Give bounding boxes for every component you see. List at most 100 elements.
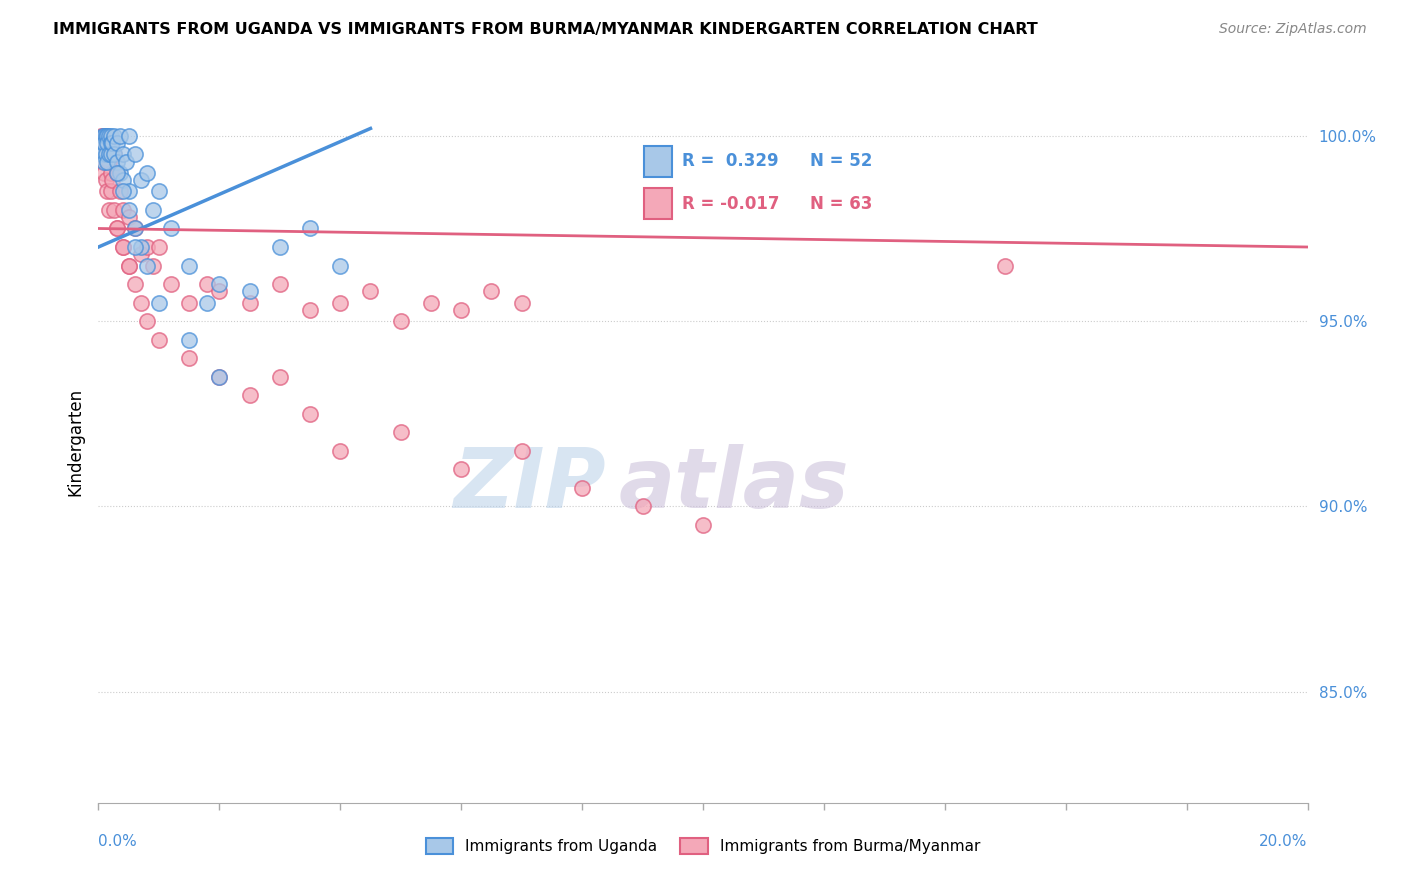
Text: R = -0.017: R = -0.017 — [682, 194, 780, 213]
Point — [114, 154, 136, 169]
Point — [239, 388, 262, 402]
Point — [105, 221, 128, 235]
Point — [100, 136, 122, 151]
Point — [103, 147, 125, 161]
FancyBboxPatch shape — [644, 146, 672, 177]
Point — [91, 154, 114, 169]
Point — [124, 221, 146, 235]
Point — [135, 240, 157, 254]
Point — [91, 147, 114, 161]
Point — [100, 166, 122, 180]
Point — [105, 154, 128, 169]
Point — [108, 166, 131, 180]
Point — [108, 185, 131, 199]
Point — [100, 147, 122, 161]
Point — [90, 128, 112, 143]
Point — [111, 240, 134, 254]
Point — [195, 295, 218, 310]
Point — [389, 314, 412, 328]
Point — [111, 185, 134, 199]
Point — [118, 128, 141, 143]
Point — [571, 481, 593, 495]
Point — [142, 202, 165, 217]
Point — [299, 407, 322, 421]
Point — [96, 185, 118, 199]
Point — [94, 128, 117, 143]
Point — [160, 277, 183, 291]
Point — [118, 259, 141, 273]
Point — [96, 128, 118, 143]
Point — [129, 295, 152, 310]
Point — [510, 443, 533, 458]
Point — [450, 303, 472, 318]
Point — [98, 154, 121, 169]
Point — [105, 136, 128, 151]
Point — [994, 259, 1017, 273]
Point — [329, 295, 352, 310]
Point — [103, 202, 125, 217]
Text: N = 52: N = 52 — [810, 153, 873, 170]
Point — [179, 351, 201, 366]
Point — [195, 277, 218, 291]
Point — [108, 128, 131, 143]
Point — [135, 314, 157, 328]
Point — [103, 147, 125, 161]
Point — [208, 369, 231, 384]
Point — [105, 166, 128, 180]
Point — [93, 136, 115, 151]
Point — [631, 500, 654, 514]
Text: IMMIGRANTS FROM UGANDA VS IMMIGRANTS FROM BURMA/MYANMAR KINDERGARTEN CORRELATION: IMMIGRANTS FROM UGANDA VS IMMIGRANTS FRO… — [53, 22, 1038, 37]
Point — [135, 166, 157, 180]
Point — [118, 259, 141, 273]
Point — [269, 240, 291, 254]
Point — [389, 425, 412, 440]
Point — [98, 147, 121, 161]
Point — [692, 517, 714, 532]
Point — [148, 295, 170, 310]
Point — [124, 240, 146, 254]
Point — [148, 185, 170, 199]
Point — [98, 202, 121, 217]
Point — [90, 136, 112, 151]
Text: 20.0%: 20.0% — [1260, 834, 1308, 849]
Point — [94, 147, 117, 161]
Point — [148, 240, 170, 254]
Point — [299, 221, 322, 235]
FancyBboxPatch shape — [644, 188, 672, 219]
Legend: Immigrants from Uganda, Immigrants from Burma/Myanmar: Immigrants from Uganda, Immigrants from … — [419, 832, 987, 860]
Point — [103, 128, 125, 143]
Point — [118, 202, 141, 217]
Point — [96, 154, 118, 169]
Point — [98, 128, 121, 143]
Point — [111, 202, 134, 217]
Point — [481, 285, 503, 299]
Point — [360, 285, 382, 299]
Point — [90, 147, 112, 161]
Point — [179, 333, 201, 347]
Point — [100, 136, 122, 151]
Point — [179, 295, 201, 310]
Point — [208, 369, 231, 384]
Point — [100, 173, 122, 187]
Point — [118, 211, 141, 225]
Point — [118, 185, 141, 199]
Point — [208, 277, 231, 291]
Y-axis label: Kindergarten: Kindergarten — [66, 387, 84, 496]
Text: R =  0.329: R = 0.329 — [682, 153, 779, 170]
Point — [94, 173, 117, 187]
Point — [129, 240, 152, 254]
Text: N = 63: N = 63 — [810, 194, 873, 213]
Point — [100, 128, 122, 143]
Point — [111, 240, 134, 254]
Point — [100, 185, 122, 199]
Point — [91, 128, 114, 143]
Point — [269, 277, 291, 291]
Point — [105, 221, 128, 235]
Point — [124, 277, 146, 291]
Point — [96, 147, 118, 161]
Point — [94, 128, 117, 143]
Point — [329, 443, 352, 458]
Point — [239, 295, 262, 310]
Point — [148, 333, 170, 347]
Point — [90, 147, 112, 161]
